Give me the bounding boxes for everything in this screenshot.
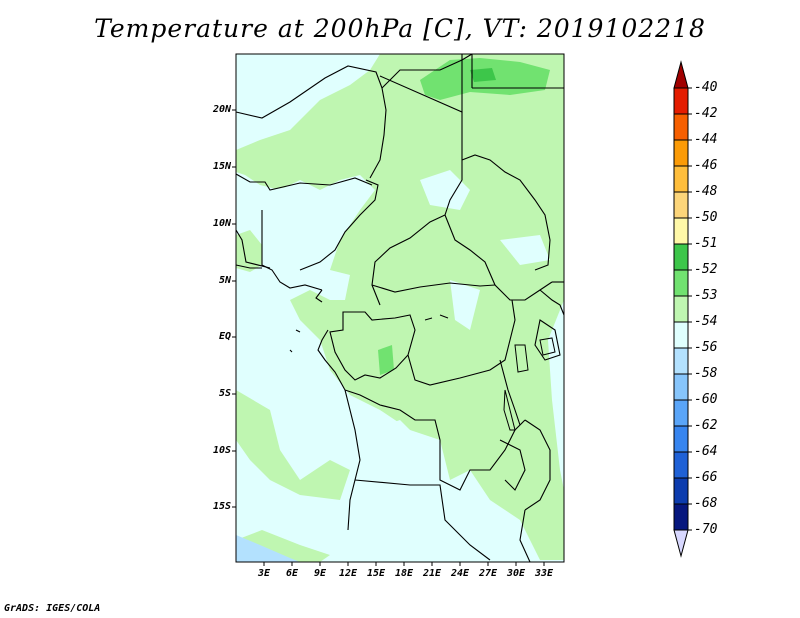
colorbar-label: -58 <box>694 366 718 381</box>
colorbar-label: -70 <box>694 522 718 537</box>
colorbar-swatch <box>673 399 689 427</box>
colorbar-swatch <box>673 139 689 167</box>
axis-ticks <box>232 109 545 566</box>
colorbar-label: -52 <box>694 262 718 277</box>
footer-credit: GrADS: IGES/COLA <box>4 603 101 614</box>
temperature-shading-51 <box>470 68 496 82</box>
colorbar-swatch <box>673 477 689 505</box>
colorbar-swatch <box>673 217 689 245</box>
coastline <box>235 229 346 391</box>
colorbar-swatch <box>673 191 689 219</box>
colorbar-label: -56 <box>694 340 718 355</box>
y-tick-label: 10S <box>212 445 231 456</box>
colorbar-swatch <box>673 503 689 531</box>
x-tick-label: 33E <box>534 568 554 579</box>
colorbar-label: -68 <box>694 496 718 511</box>
y-tick-label: 5N <box>218 275 231 286</box>
country-borders <box>235 53 565 563</box>
x-tick-label: 3E <box>257 568 271 579</box>
colorbar-label: -42 <box>694 106 718 121</box>
y-tick-label: 15N <box>212 161 231 172</box>
colorbar-swatch <box>673 347 689 375</box>
colorbar-label: -60 <box>694 392 718 407</box>
colorbar-cap-bottom <box>673 529 689 558</box>
y-tick-label: EQ <box>218 331 231 342</box>
colorbar-swatch <box>673 269 689 297</box>
y-tick-label: 15S <box>212 501 231 512</box>
temperature-shading-53 <box>236 54 564 562</box>
colorbar-label: -62 <box>694 418 718 433</box>
colorbar-swatch <box>673 451 689 479</box>
colorbar-swatch <box>673 113 689 141</box>
x-tick-label: 9E <box>313 568 327 579</box>
colorbar-swatch <box>673 321 689 349</box>
colorbar-swatch <box>673 295 689 323</box>
x-tick-label: 21E <box>422 568 442 579</box>
x-tick-label: 18E <box>394 568 414 579</box>
y-tick-label: 10N <box>212 218 231 229</box>
y-tick-label: 20N <box>212 104 231 115</box>
colorbar <box>673 60 692 558</box>
colorbar-label: -51 <box>694 236 718 251</box>
colorbar-swatch <box>673 87 689 115</box>
x-tick-label: 27E <box>478 568 498 579</box>
colorbar-label: -50 <box>694 210 718 225</box>
map-title: Temperature at 200hPa [C], VT: 201910221… <box>94 14 706 43</box>
y-tick-label: 5S <box>218 388 231 399</box>
x-tick-label: 12E <box>338 568 358 579</box>
colorbar-label: -64 <box>694 444 718 459</box>
colorbar-label: -44 <box>694 132 718 147</box>
temperature-shading-56 <box>236 535 300 562</box>
x-tick-label: 6E <box>285 568 299 579</box>
map-frame <box>235 53 565 563</box>
colorbar-swatch <box>673 165 689 193</box>
colorbar-label: -53 <box>694 288 718 303</box>
colorbar-swatch <box>673 425 689 453</box>
colorbar-swatch <box>673 373 689 401</box>
colorbar-label: -66 <box>694 470 718 485</box>
temperature-shading-54-patches <box>270 170 550 560</box>
lakes <box>424 314 556 431</box>
x-tick-label: 24E <box>450 568 470 579</box>
x-tick-label: 15E <box>366 568 386 579</box>
colorbar-label: -48 <box>694 184 718 199</box>
colorbar-label: -54 <box>694 314 718 329</box>
colorbar-swatch <box>673 243 689 271</box>
colorbar-label: -40 <box>694 80 718 95</box>
colorbar-cap-top <box>673 60 689 89</box>
x-tick-label: 30E <box>506 568 526 579</box>
colorbar-label: -46 <box>694 158 718 173</box>
